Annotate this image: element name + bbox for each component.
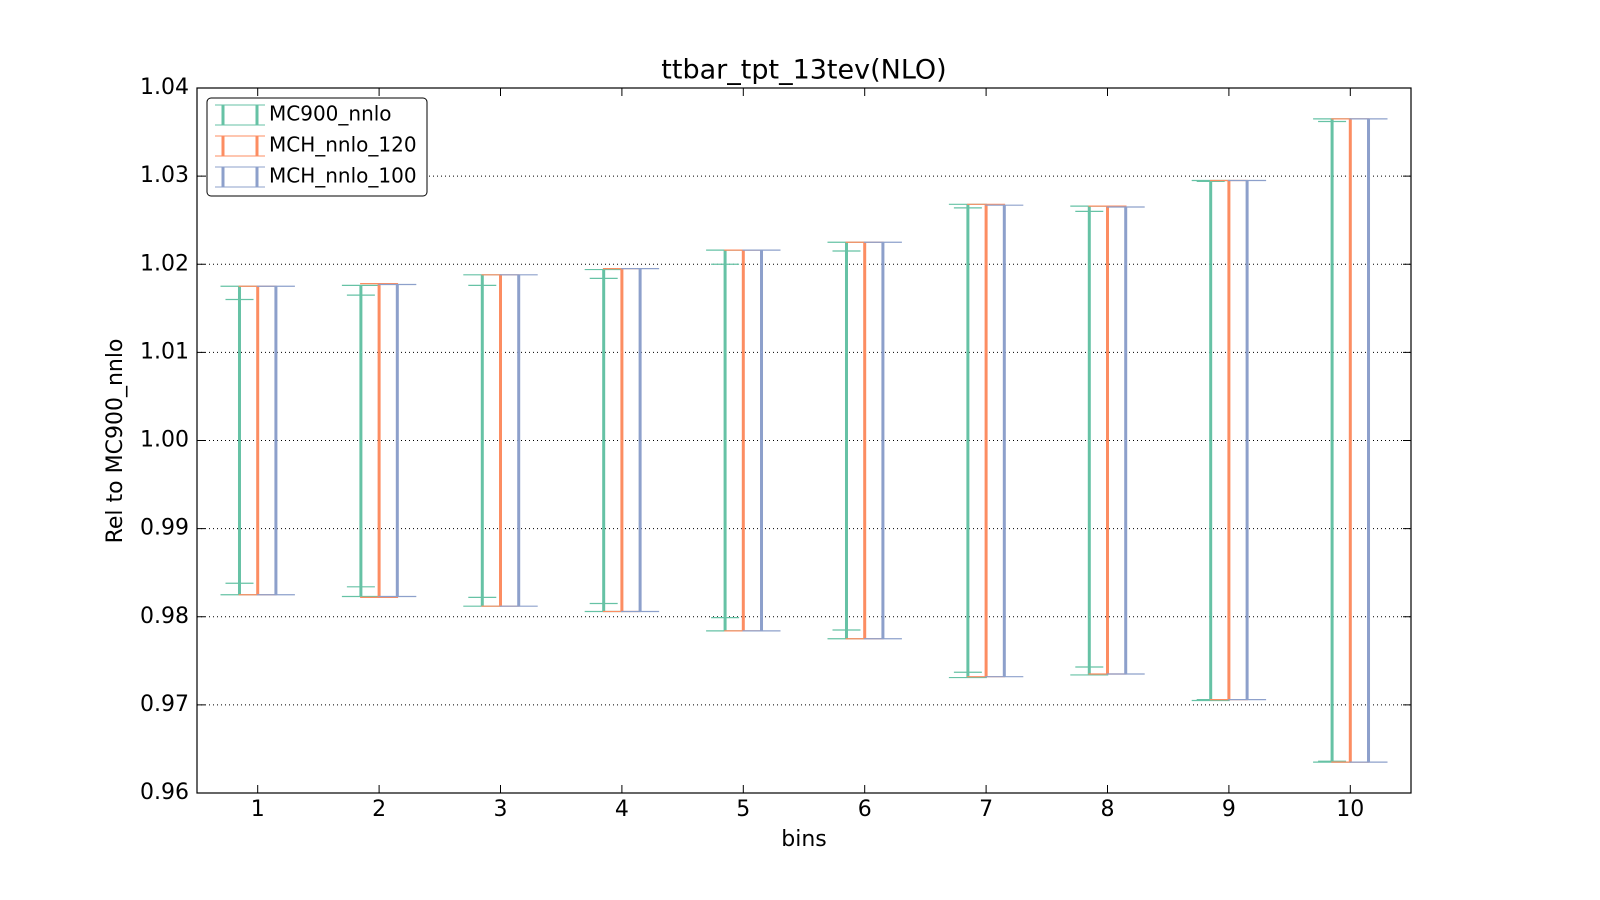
x-tick-label: 3 xyxy=(494,797,508,822)
x-tick-label: 5 xyxy=(736,797,750,822)
legend: MC900_nnlo MCH_nnlo_120 MCH_nnlo_100 xyxy=(206,97,428,197)
x-tick-label: 8 xyxy=(1101,797,1115,822)
legend-label: MC900_nnlo xyxy=(269,102,392,126)
y-tick-label: 0.97 xyxy=(140,692,189,717)
y-axis-label: Rel to MC900_nnlo xyxy=(103,339,128,544)
y-tick-label: 1.04 xyxy=(140,75,189,100)
y-tick-label: 0.98 xyxy=(140,604,189,629)
y-tick-label: 0.99 xyxy=(140,516,189,541)
legend-label: MCH_nnlo_120 xyxy=(269,133,417,157)
plot-frame xyxy=(196,87,1412,794)
x-tick-label: 7 xyxy=(979,797,993,822)
y-tick-label: 1.01 xyxy=(140,339,189,364)
y-tick-label: 1.03 xyxy=(140,163,189,188)
legend-box xyxy=(206,97,428,197)
x-tick-label: 9 xyxy=(1222,797,1236,822)
x-tick-label: 10 xyxy=(1336,797,1364,822)
x-axis-label: bins xyxy=(781,827,826,852)
legend-label: MCH_nnlo_100 xyxy=(269,164,417,188)
chart-title: ttbar_tpt_13tev(NLO) xyxy=(661,55,946,86)
x-tick-label: 6 xyxy=(858,797,872,822)
y-tick-label: 1.00 xyxy=(140,428,189,453)
x-tick-label: 4 xyxy=(615,797,629,822)
x-tick-label: 1 xyxy=(251,797,265,822)
x-tick-label: 2 xyxy=(372,797,386,822)
y-tick-label: 0.96 xyxy=(140,780,189,805)
y-tick-label: 1.02 xyxy=(140,251,189,276)
